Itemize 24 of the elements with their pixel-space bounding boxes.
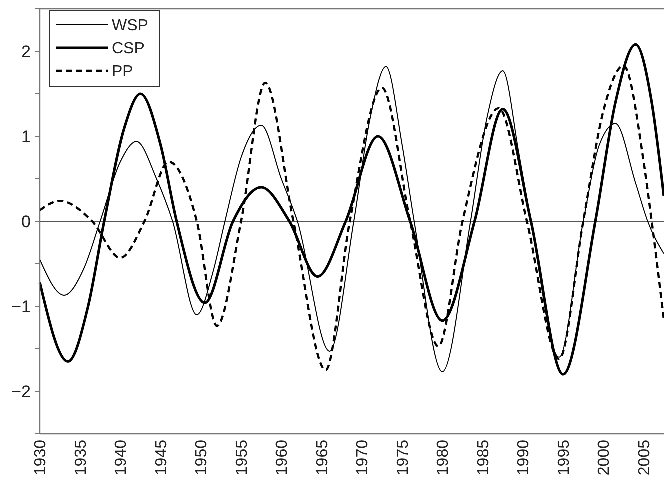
legend-label: PP [112, 64, 134, 81]
x-tick-label: 1975 [394, 440, 412, 476]
y-tick-label: −1 [12, 297, 31, 316]
x-tick-label: 1980 [435, 440, 452, 476]
x-tick-label: 1940 [113, 440, 130, 476]
x-tick-label: 1955 [234, 440, 251, 476]
legend-label: CSP [112, 40, 145, 58]
legend-label: WSP [112, 18, 148, 35]
x-tick-label: 1995 [556, 440, 573, 476]
x-tick-label: 1930 [32, 440, 50, 476]
x-tick-label: 1985 [475, 440, 492, 476]
x-tick-label: 1945 [153, 440, 170, 476]
x-tick-label: 1970 [354, 440, 372, 476]
y-tick-label: 2 [22, 42, 31, 62]
y-tick-label: 0 [22, 212, 31, 232]
x-tick-label: 1950 [194, 440, 211, 476]
x-tick-label: 2005 [636, 440, 654, 476]
y-tick-label: 1 [22, 127, 31, 146]
y-tick-label: −2 [12, 382, 31, 402]
x-tick-label: 1960 [274, 440, 292, 476]
x-tick-label: 1965 [314, 440, 332, 476]
x-tick-label: 2000 [596, 440, 614, 476]
x-tick-label: 1935 [72, 440, 90, 476]
x-tick-label: 1990 [516, 440, 533, 476]
